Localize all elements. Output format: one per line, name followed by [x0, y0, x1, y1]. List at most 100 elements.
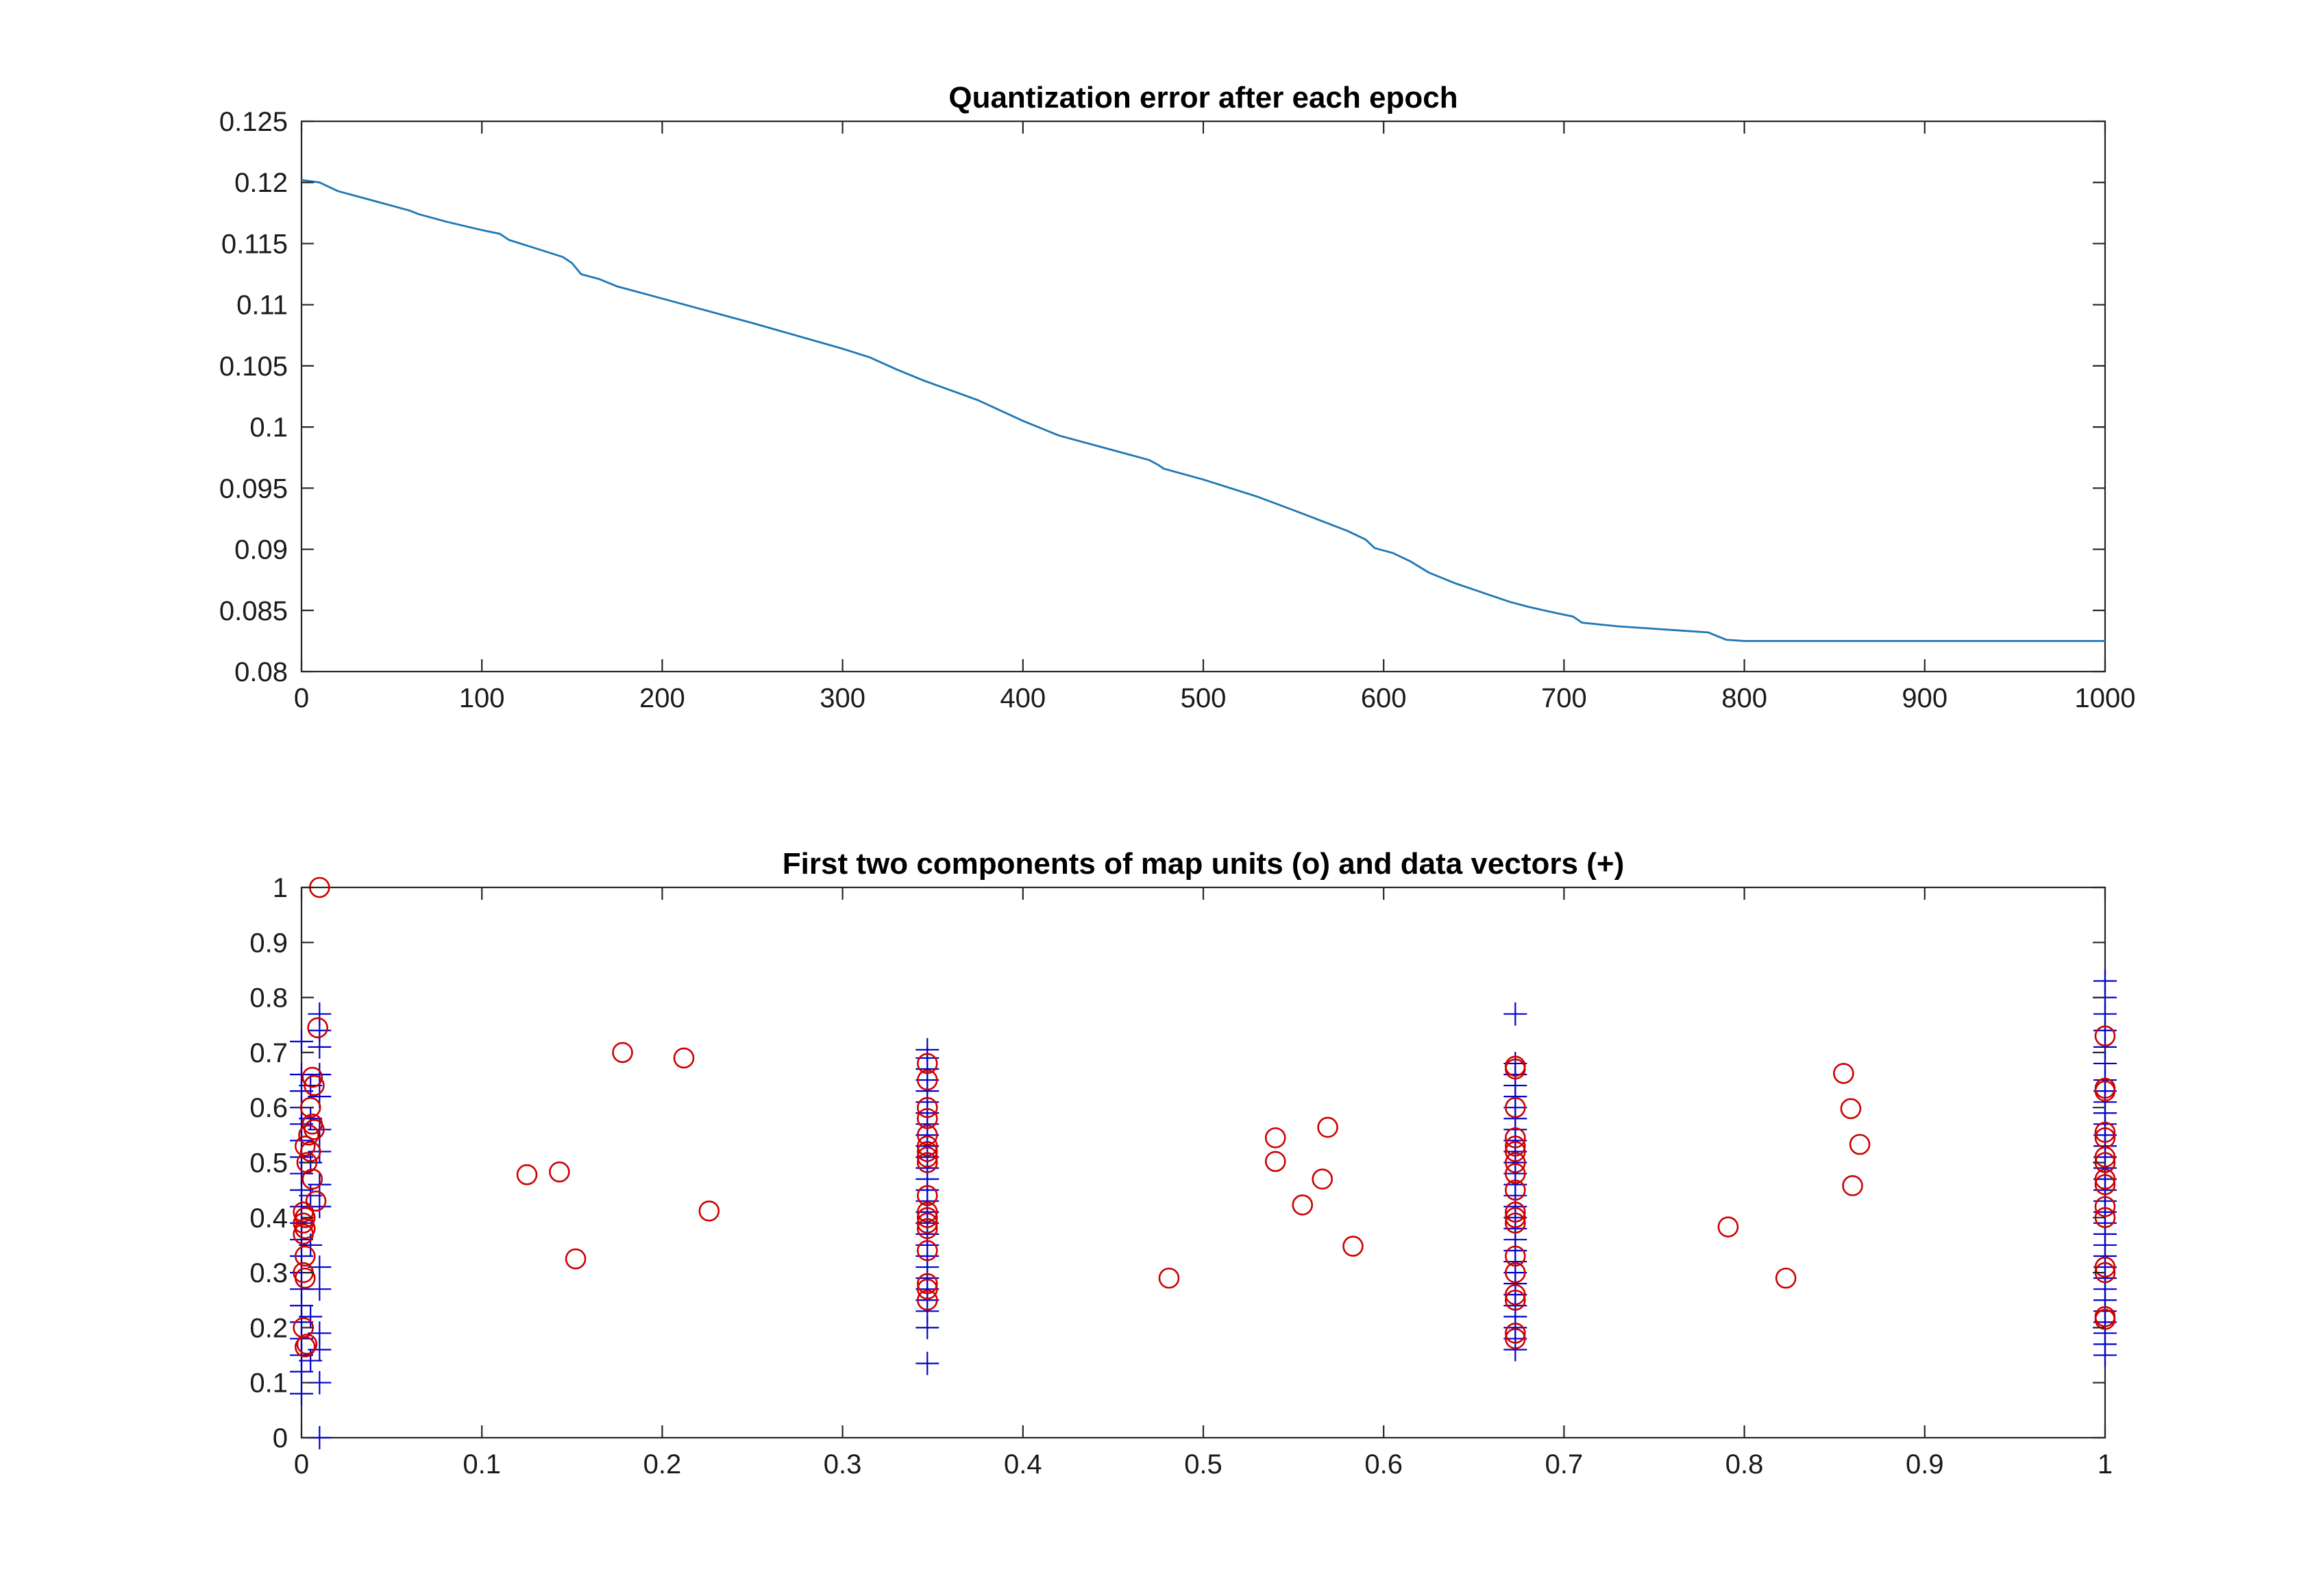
- map-unit-point: [1505, 1096, 1526, 1118]
- x-tick-label: 0: [294, 1449, 309, 1480]
- x-tick-label: 0.8: [1725, 1449, 1764, 1480]
- axis-ticks: 0 100 200 300 400 500 600 700 800 900 1000 0.08 0.08…: [219, 107, 2136, 713]
- quantization-error-chart: Quantization error after each epoch 0 100…: [219, 81, 2136, 713]
- map-unit-point: [1505, 1179, 1526, 1201]
- x-tick-label: 200: [639, 683, 685, 713]
- data-vector-point: [915, 1038, 939, 1061]
- map-unit-point: [1833, 1063, 1854, 1084]
- axis-ticks: 0 0.1 0.2 0.3 0.4 0.5 0.6 0.7 0.8 0.9 1 0 0.1 0.2 0.3 0…: [249, 873, 2113, 1480]
- data-vector-point: [299, 1305, 323, 1329]
- map-unit-point: [294, 1135, 316, 1157]
- map-unit-point: [1505, 1163, 1526, 1184]
- y-tick-label: 0: [273, 1423, 288, 1453]
- map-unit-point: [296, 1334, 318, 1355]
- map-unit-point: [298, 1125, 319, 1146]
- map-unit-point: [307, 1017, 328, 1039]
- map-unit-point: [1505, 1262, 1526, 1284]
- data-vector-point: [290, 1382, 313, 1405]
- map-unit-point: [305, 1190, 327, 1212]
- y-tick-label: 0.095: [219, 474, 288, 504]
- x-tick-label: 0.7: [1545, 1449, 1584, 1480]
- map-unit-point: [565, 1248, 587, 1270]
- map-unit-point: [1505, 1141, 1526, 1162]
- map-unit-point: [1342, 1236, 1364, 1257]
- data-vector-point: [299, 1183, 323, 1207]
- map-unit-point: [1264, 1127, 1286, 1149]
- map-units-scatter-chart: First two components of map units (o) an…: [249, 847, 2117, 1480]
- map-unit-point: [917, 1152, 938, 1173]
- x-tick-label: 0: [294, 683, 309, 713]
- map-unit-point: [2094, 1309, 2116, 1330]
- map-unit-point: [917, 1218, 938, 1240]
- map-unit-point: [917, 1053, 938, 1075]
- x-tick-label: 1: [2098, 1449, 2113, 1480]
- x-tick-label: 0.9: [1906, 1449, 1944, 1480]
- x-tick-label: 0.5: [1184, 1449, 1222, 1480]
- data-vector-point: [915, 1351, 939, 1375]
- x-tick-label: 0.4: [1004, 1449, 1042, 1480]
- y-tick-label: 0.9: [249, 928, 288, 958]
- map-unit-point: [294, 1336, 316, 1358]
- plot-area: [300, 120, 2106, 673]
- map-unit-point: [516, 1164, 538, 1186]
- map-unit-point: [917, 1135, 938, 1157]
- series-group: [290, 876, 2117, 1449]
- x-tick-label: 0.3: [824, 1449, 862, 1480]
- y-tick-label: 0.4: [249, 1203, 288, 1233]
- y-tick-label: 0.09: [234, 535, 288, 565]
- map-unit-point: [1849, 1133, 1871, 1155]
- map-unit-point: [917, 1201, 938, 1223]
- map-unit-point: [302, 1066, 323, 1088]
- x-tick-label: 900: [1902, 683, 1947, 713]
- map-unit-point: [1505, 1201, 1526, 1223]
- map-unit-point: [1717, 1216, 1739, 1238]
- map-unit-point: [1505, 1289, 1526, 1311]
- map-unit-point: [2094, 1080, 2116, 1102]
- plot-area: [300, 886, 2106, 1439]
- y-tick-label: 0.8: [249, 983, 288, 1014]
- map-unit-point: [2094, 1025, 2116, 1047]
- y-tick-label: 0.1: [249, 413, 288, 443]
- map-unit-point: [917, 1069, 938, 1091]
- x-tick-label: 700: [1541, 683, 1587, 713]
- x-tick-label: 300: [820, 683, 865, 713]
- map-unit-point: [1264, 1151, 1286, 1173]
- map-unit-point: [294, 1245, 316, 1267]
- map-unit-point: [917, 1096, 938, 1118]
- map-unit-point: [2094, 1168, 2116, 1190]
- y-tick-label: 0.3: [249, 1258, 288, 1288]
- map-unit-point: [1775, 1267, 1797, 1289]
- map-unit-point: [917, 1207, 938, 1229]
- map-unit-point: [1505, 1212, 1526, 1234]
- map-unit-point: [917, 1289, 938, 1311]
- map-unit-point: [917, 1107, 938, 1129]
- x-tick-label: 0.2: [643, 1449, 682, 1480]
- y-tick-label: 0.6: [249, 1093, 288, 1123]
- map-unit-point: [917, 1273, 938, 1294]
- x-tick-label: 0.1: [463, 1449, 501, 1480]
- map-unit-point: [293, 1223, 314, 1245]
- y-tick-label: 0.105: [219, 352, 288, 382]
- series-group: [301, 179, 2105, 642]
- data-vector-point: [1503, 1002, 1527, 1026]
- map-unit-point: [1505, 1284, 1526, 1305]
- y-tick-label: 0.1: [249, 1368, 288, 1399]
- map-unit-point: [1840, 1098, 1862, 1120]
- map-unit-point: [1842, 1175, 1863, 1196]
- map-unit-point: [612, 1042, 633, 1064]
- map-unit-point: [1505, 1152, 1526, 1173]
- x-tick-label: 1000: [2075, 683, 2136, 713]
- map-unit-point: [302, 1168, 323, 1190]
- map-unit-point: [917, 1240, 938, 1262]
- map-unit-point: [917, 1125, 938, 1146]
- x-tick-label: 100: [459, 683, 505, 713]
- chart-title: First two components of map units (o) an…: [783, 847, 1624, 881]
- map-unit-point: [673, 1047, 695, 1069]
- map-unit-point: [1505, 1207, 1526, 1229]
- map-unit-point: [1505, 1323, 1526, 1344]
- y-tick-label: 0.7: [249, 1038, 288, 1068]
- map-unit-point: [1317, 1116, 1338, 1138]
- map-unit-point: [698, 1200, 720, 1222]
- y-tick-label: 0.12: [234, 168, 288, 198]
